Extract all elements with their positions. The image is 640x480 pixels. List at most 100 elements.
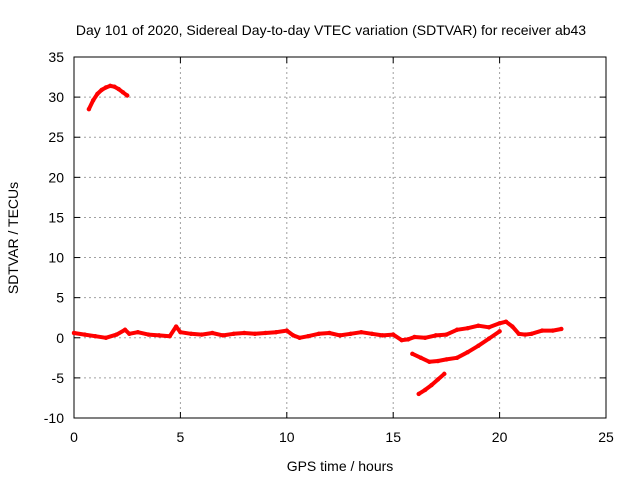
data-point — [125, 93, 130, 98]
data-series — [71, 83, 564, 397]
data-point — [422, 387, 428, 393]
data-point — [476, 323, 481, 328]
data-point — [539, 328, 545, 333]
data-point — [252, 331, 258, 336]
y-tick-label: 25 — [48, 129, 64, 145]
data-point — [93, 333, 98, 339]
data-point — [510, 324, 515, 329]
data-point — [173, 324, 179, 329]
data-point — [444, 332, 449, 337]
data-point — [380, 333, 385, 338]
data-point — [210, 330, 215, 336]
data-point — [284, 328, 289, 333]
data-point — [497, 329, 502, 334]
data-point — [348, 331, 353, 336]
data-point — [465, 350, 470, 355]
data-point — [156, 333, 162, 338]
x-tick-label: 10 — [279, 429, 295, 445]
data-point — [454, 327, 460, 332]
data-point — [199, 332, 204, 337]
data-point — [465, 325, 470, 331]
data-point — [442, 371, 447, 377]
data-point — [71, 330, 77, 336]
series-lower-loop — [410, 329, 502, 364]
series-arc-early-high — [86, 83, 130, 112]
y-tick-label: 35 — [48, 49, 64, 65]
data-point — [135, 329, 141, 335]
data-point — [405, 337, 411, 342]
data-point — [516, 331, 521, 336]
x-tick-label: 20 — [492, 429, 508, 445]
data-point — [369, 331, 375, 336]
data-point — [429, 382, 434, 388]
data-point — [103, 85, 109, 90]
data-point — [337, 333, 343, 338]
y-tick-label: 30 — [48, 89, 64, 105]
chart-title: Day 101 of 2020, Sidereal Day-to-day VTE… — [76, 22, 586, 38]
axis-ticks: 0 5 10 15 20 25 -10 -5 0 5 10 15 20 25 30 35 — [44, 49, 614, 445]
data-point — [427, 359, 432, 365]
data-point — [114, 332, 119, 337]
grid — [74, 57, 606, 418]
data-point — [305, 333, 311, 339]
data-point — [486, 336, 492, 341]
data-point — [410, 351, 415, 357]
y-tick-label: 10 — [48, 250, 64, 266]
data-point — [316, 331, 321, 336]
data-point — [327, 330, 332, 336]
data-point — [529, 331, 534, 336]
data-point — [559, 326, 564, 332]
data-point — [107, 83, 113, 89]
x-tick-label: 5 — [177, 429, 185, 445]
data-point — [116, 86, 121, 92]
data-point — [435, 358, 441, 364]
y-tick-label: 5 — [56, 290, 64, 306]
data-point — [122, 327, 128, 332]
data-point — [188, 331, 194, 336]
data-point — [112, 84, 117, 89]
data-point — [435, 377, 441, 382]
data-point — [399, 337, 404, 343]
data-point — [167, 333, 172, 339]
y-tick-label: 20 — [48, 169, 64, 185]
y-tick-label: -5 — [52, 370, 65, 386]
x-tick-label: 15 — [385, 429, 401, 445]
plot-frame — [73, 56, 607, 419]
data-point — [433, 333, 438, 338]
data-point — [90, 98, 96, 103]
data-point — [422, 335, 428, 340]
y-tick-label: 15 — [48, 209, 64, 225]
data-point — [416, 391, 421, 397]
data-point — [220, 333, 226, 338]
data-point — [120, 90, 126, 95]
data-point — [127, 331, 132, 336]
x-axis-label: GPS time / hours — [287, 458, 394, 474]
data-point — [391, 332, 396, 337]
data-point — [231, 331, 236, 336]
data-point — [263, 330, 268, 336]
data-point — [242, 330, 247, 336]
x-tick-label: 25 — [598, 429, 614, 445]
data-point — [476, 343, 481, 348]
data-point — [503, 319, 509, 324]
data-point — [86, 106, 92, 112]
x-tick-label: 0 — [70, 429, 78, 445]
data-point — [486, 325, 492, 330]
data-point — [297, 335, 302, 340]
y-tick-label: -10 — [44, 410, 64, 426]
data-point — [178, 329, 183, 335]
y-axis-label: SDTVAR / TECUs — [5, 182, 21, 294]
data-point — [497, 321, 502, 326]
data-point — [550, 328, 555, 333]
data-point — [103, 335, 109, 340]
data-point — [454, 355, 460, 361]
data-point — [522, 332, 528, 337]
data-point — [99, 87, 104, 93]
data-point — [359, 329, 364, 335]
data-point — [82, 332, 87, 337]
y-tick-label: 0 — [56, 330, 64, 346]
data-point — [146, 332, 151, 337]
data-point — [95, 91, 100, 97]
data-point — [290, 333, 296, 338]
